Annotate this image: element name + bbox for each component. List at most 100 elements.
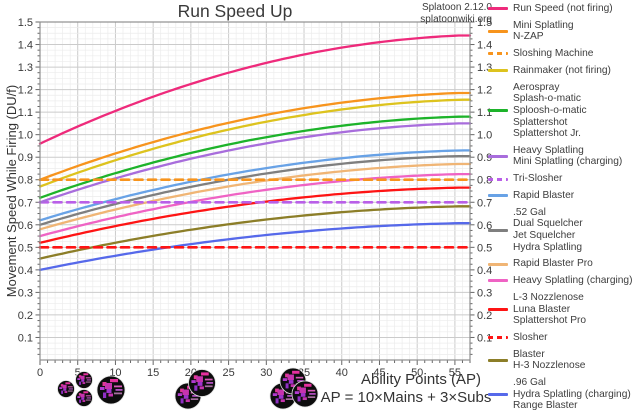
- legend-entry: L-3 Nozzlenose Luna Blaster Splattershot P…: [488, 292, 640, 327]
- series-curve: [38, 222, 472, 272]
- legend-label: Run Speed (not firing): [513, 3, 613, 15]
- legend-label: Rapid Blaster: [513, 190, 574, 202]
- y-tick-label-right: 0.7: [477, 197, 492, 209]
- legend-label-line: Tri-Slosher: [513, 173, 563, 185]
- legend-line-swatch: [488, 29, 508, 33]
- x-tick-label: 30: [260, 367, 272, 379]
- watermark-site: splatoonwiki.org: [420, 13, 492, 25]
- x-tick-label: 0: [37, 367, 43, 379]
- legend-label-line: Mini Splatling (charging): [513, 156, 623, 168]
- legend-label: Sloshing Machine: [513, 48, 593, 60]
- run-speed-up-ability-icon: [291, 380, 319, 408]
- legend-label-line: Rainmaker (not firing): [513, 64, 611, 76]
- legend-line-swatch: [488, 392, 508, 396]
- legend-line-swatch: [488, 307, 508, 311]
- legend-entry: .96 Gal Hydra Splatling (charging) Range B…: [488, 377, 640, 412]
- legend-label: .52 Gal Dual Squelcher Jet Squelcher Hydra …: [513, 207, 583, 253]
- legend-label-line: Hydra Splatling (charging): [513, 388, 631, 400]
- y-tick-label-right: 1.2: [477, 85, 492, 97]
- legend-label: .96 Gal Hydra Splatling (charging) Range B…: [513, 377, 631, 412]
- x-tick-label: 5: [75, 367, 81, 379]
- y-tick-label-right: 0.3: [477, 287, 492, 299]
- y-tick-label-left: 0.7: [18, 197, 33, 209]
- legend-label-line: Range Blaster: [513, 400, 578, 412]
- legend-dashed-line-swatch: [488, 336, 508, 340]
- x-tick-label: 50: [411, 367, 423, 379]
- series-curve: [38, 154, 472, 226]
- legend-line-swatch: [488, 7, 508, 11]
- run-speed-up-ability-icon: [75, 371, 93, 389]
- legend-entry: Tri-Slosher: [488, 173, 640, 185]
- legend-label-line: Jet Squelcher: [513, 230, 576, 241]
- legend-label: Heavy Splatling Mini Splatling (charging): [513, 145, 622, 168]
- legend-label-line: Sloshing Machine: [513, 48, 594, 60]
- legend-label: Mini Splatling N-ZAP: [513, 20, 574, 43]
- legend-label-line: Splattershot Pro: [513, 315, 587, 327]
- legend-label-line: Blaster: [513, 348, 545, 360]
- series-curve: [38, 98, 472, 188]
- x-tick-label: 55: [449, 367, 461, 379]
- legend-label: Heavy Splatling (charging): [513, 275, 632, 287]
- y-tick-label-right: 1.4: [477, 40, 492, 52]
- legend-entry: Aerospray Splash-o-matic Sploosh-o-matic Sp…: [488, 82, 640, 140]
- series-curve: [38, 172, 472, 238]
- x-axis-label: Ability Points (AP): [360, 371, 482, 388]
- y-tick-label-right: 1.5: [477, 17, 492, 29]
- legend-line-swatch: [488, 228, 508, 232]
- legend-label-line: Luna Blaster: [513, 303, 571, 315]
- legend-label: Rainmaker (not firing): [513, 65, 611, 77]
- y-tick-label-left: 1.4: [18, 40, 33, 52]
- series-curve: [38, 162, 472, 231]
- y-tick-label-left: 1.2: [18, 85, 33, 97]
- legend-entry: .52 Gal Dual Squelcher Jet Squelcher Hydra …: [488, 207, 640, 253]
- legend-label-line: Run Speed (not firing): [513, 3, 613, 14]
- y-tick-label-right: 0.4: [477, 265, 492, 277]
- x-tick-label: 40: [336, 367, 348, 379]
- y-tick-label-left: 1.0: [18, 130, 33, 142]
- series-curve: [38, 205, 472, 260]
- legend-label: Slosher: [513, 332, 548, 344]
- legend-label-line: H-3 Nozzlenose: [513, 360, 586, 372]
- legend-entry: Heavy Splatling Mini Splatling (charging): [488, 145, 640, 168]
- y-tick-label-left: 1.1: [18, 107, 33, 119]
- legend-label-line: Splattershot: [513, 116, 568, 128]
- legend-entry: Slosher: [488, 332, 640, 344]
- legend-label-line: Rapid Blaster: [513, 190, 575, 202]
- chart-title: Run Speed Up: [177, 1, 293, 21]
- run-speed-up-ability-icon: [188, 369, 216, 397]
- legend-label-line: .96 Gal: [513, 377, 546, 389]
- legend-label-line: Aerospray: [513, 81, 560, 93]
- watermark-version: Splatoon 2.12.0: [421, 2, 492, 13]
- x-axis-formula: AP = 10×Mains + 3×Subs: [320, 389, 492, 406]
- legend-entry: Rainmaker (not firing): [488, 65, 640, 77]
- series-curve: [38, 149, 472, 222]
- run-speed-up-ability-icon: [57, 380, 75, 398]
- legend-entry: Rapid Blaster Pro: [488, 258, 640, 270]
- y-tick-label-left: 1.5: [18, 17, 33, 29]
- legend-label-line: Mini Splatling: [513, 19, 574, 31]
- legend-entry: Blaster H-3 Nozzlenose: [488, 349, 640, 372]
- series-curve: [38, 91, 472, 181]
- y-tick-label-right: 0.1: [477, 332, 492, 344]
- legend-label-line: Dual Squelcher: [513, 218, 583, 230]
- series-curve: [38, 34, 472, 145]
- legend-label-line: Hydra Splatling: [513, 241, 583, 253]
- x-tick-label: 25: [222, 367, 234, 379]
- legend-label: Rapid Blaster Pro: [513, 258, 593, 270]
- series-curve: [38, 186, 472, 244]
- legend-label-line: Splash-o-matic: [513, 93, 581, 105]
- legend-line-swatch: [488, 69, 508, 73]
- legend-label-line: Heavy Splatling (charging): [513, 275, 633, 287]
- x-tick-label: 45: [373, 367, 385, 379]
- watermark: Splatoon 2.12.0 splatoonwiki.org: [332, 2, 492, 25]
- legend-entry: Sloshing Machine: [488, 48, 640, 60]
- legend-line-swatch: [488, 358, 508, 362]
- legend-label-line: L-3 Nozzlenose: [513, 291, 584, 303]
- y-tick-label-left: 0.4: [18, 265, 33, 277]
- legend-line-swatch: [488, 194, 508, 198]
- legend: Run Speed (not firing) Mini Splatling N-ZA…: [488, 0, 640, 415]
- legend-label-line: Slosher: [513, 331, 548, 343]
- y-tick-label-left: 0.6: [18, 220, 33, 232]
- series-curve: [38, 115, 472, 199]
